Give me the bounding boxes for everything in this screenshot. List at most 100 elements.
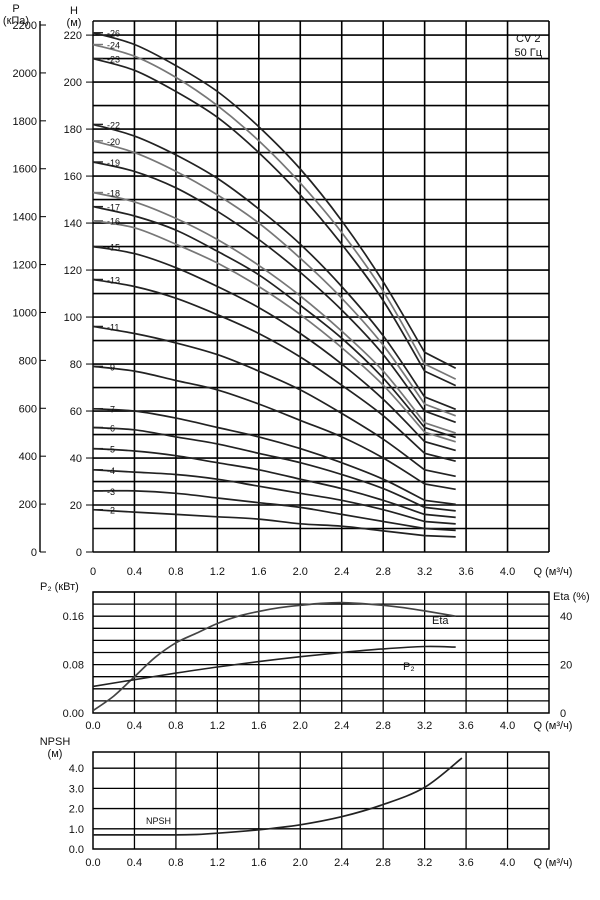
h-axis-tick-label: 0	[76, 547, 82, 559]
plot-frame	[92, 591, 550, 714]
head-curve-11	[92, 325, 456, 478]
p-axis-tick-label: 800	[19, 355, 37, 367]
x-axis-tick-label: 2.0	[293, 857, 308, 869]
x-axis-tick-label: 3.6	[458, 566, 473, 578]
curve-label: -5	[107, 445, 115, 455]
head-curve-20	[92, 139, 457, 417]
head-curve-24	[92, 43, 457, 380]
x-axis-tick-label: 1.6	[251, 566, 266, 578]
h-axis-tick-label: 40	[70, 453, 82, 465]
eta-curve-label: Eta	[432, 615, 449, 627]
eta-curve	[92, 601, 456, 712]
x-axis-tick-label: 3.6	[458, 857, 473, 869]
x-axis-tick-label: 2.0	[293, 566, 308, 578]
head-curve-panel: CV 250 Гц0204060801001201401601802002200…	[3, 3, 573, 578]
legend-box-text: 50 Гц	[514, 47, 542, 59]
x-axis-tick-label: 0.0	[85, 720, 100, 732]
head-curve-17	[92, 205, 456, 439]
curve-label: -19	[107, 158, 120, 168]
h-axis-tick-label: 200	[64, 77, 82, 89]
p-axis-tick-label: 1000	[13, 307, 37, 319]
head-curve-3	[92, 489, 456, 532]
x-axis-tick-label: 4.0	[500, 566, 515, 578]
p-axis-label: (кПа)	[3, 15, 29, 27]
head-curve-18	[92, 191, 456, 434]
x-axis-tick-label: 1.2	[210, 857, 225, 869]
head-curve-2	[92, 508, 456, 538]
x-axis-tick-label: 2.0	[293, 720, 308, 732]
curve-label: -11	[107, 322, 119, 332]
x-axis-tick-label: 0.0	[85, 857, 100, 869]
h-axis-tick-label: 80	[70, 359, 82, 371]
x-axis-label: Q (м³/ч)	[534, 857, 573, 869]
x-axis-tick-label: 3.2	[417, 720, 432, 732]
p-axis-tick-label: 200	[19, 499, 37, 511]
x-axis-tick-label: 2.8	[376, 720, 391, 732]
curve-label: -26	[107, 29, 120, 39]
eta-axis-label: Eta (%)	[553, 591, 590, 603]
curve-label: -15	[107, 243, 120, 253]
head-curve-19	[92, 161, 456, 424]
head-curve-16	[92, 219, 456, 443]
p2-curve-label: P₂	[403, 661, 415, 673]
p-axis-tick-label: 600	[19, 403, 37, 415]
head-curve-13	[92, 278, 456, 463]
h-axis-tick-label: 140	[64, 218, 82, 230]
h-axis-tick-label: 20	[70, 500, 82, 512]
curve-label: -6	[107, 423, 115, 433]
x-axis-tick-label: 0.8	[168, 720, 183, 732]
p-axis-tick-label: 2000	[13, 68, 37, 80]
x-axis-label: Q (м³/ч)	[534, 720, 573, 732]
legend-box	[509, 22, 548, 35]
h-axis-tick-label: 180	[64, 124, 82, 136]
head-curve-7	[92, 407, 456, 506]
x-axis-tick-label: 0.4	[127, 857, 142, 869]
h-axis-tick-label: 60	[70, 406, 82, 418]
x-axis-tick-label: 1.2	[210, 566, 225, 578]
x-axis-tick-label: 3.2	[417, 566, 432, 578]
p-axis-tick-label: 2200	[13, 20, 37, 32]
p2-axis-tick-label: 0.16	[63, 611, 84, 623]
curve-label: -9	[107, 362, 115, 372]
x-axis-tick-label: 0.4	[127, 566, 142, 578]
h-axis-label: (м)	[67, 17, 82, 29]
h-axis-tick-label: 120	[64, 265, 82, 277]
x-axis-label: Q (м³/ч)	[534, 566, 573, 578]
npsh-axis-tick-label: 1.0	[69, 824, 84, 836]
eta-axis-tick-label: 0	[560, 708, 566, 720]
power-efficiency-panel: 0.00 0.08 0.16 0 20 40 P₂ (кВт) Eta (%) 0.0 0.4 0.…	[40, 581, 590, 732]
npsh-axis-tick-label: 3.0	[69, 783, 84, 795]
curve-label: -17	[107, 203, 120, 213]
head-curve-15	[92, 245, 456, 452]
npsh-axis-label: NPSH	[40, 736, 71, 748]
curve-label: -7	[107, 405, 115, 415]
head-curve-9	[92, 365, 456, 491]
npsh-axis-tick-label: 4.0	[69, 763, 84, 775]
p2-axis-tick-label: 0.08	[63, 660, 84, 672]
x-axis-tick-label: 0.8	[168, 857, 183, 869]
npsh-curve-label: NPSH	[146, 816, 171, 826]
npsh-axis-tick-label: 2.0	[69, 804, 84, 816]
head-curve-23	[92, 57, 457, 387]
x-axis-tick-label: 1.2	[210, 720, 225, 732]
p-axis-tick-label: 1800	[13, 116, 37, 128]
x-axis-tick-label: 0	[90, 566, 96, 578]
head-curve-6	[92, 426, 456, 512]
p-axis-tick-label: 0	[31, 547, 37, 559]
h-axis-tick-label: 100	[64, 312, 82, 324]
curve-label: -13	[107, 275, 120, 285]
p-axis-tick-label: 400	[19, 451, 37, 463]
eta-axis-tick-label: 20	[560, 660, 572, 672]
npsh-axis-tick-label: 0.0	[69, 844, 84, 856]
x-axis-tick-label: 1.6	[251, 720, 266, 732]
x-axis-tick-label: 0.8	[168, 566, 183, 578]
curve-label: -18	[107, 189, 120, 199]
head-curve-5	[92, 447, 456, 519]
legend-box-text: CV 2	[516, 33, 540, 45]
p2-axis-label: P₂ (кВт)	[40, 581, 79, 593]
p-axis-label: P	[12, 3, 19, 15]
curve-label: -20	[107, 137, 120, 147]
x-axis-tick-label: 0.4	[127, 720, 142, 732]
